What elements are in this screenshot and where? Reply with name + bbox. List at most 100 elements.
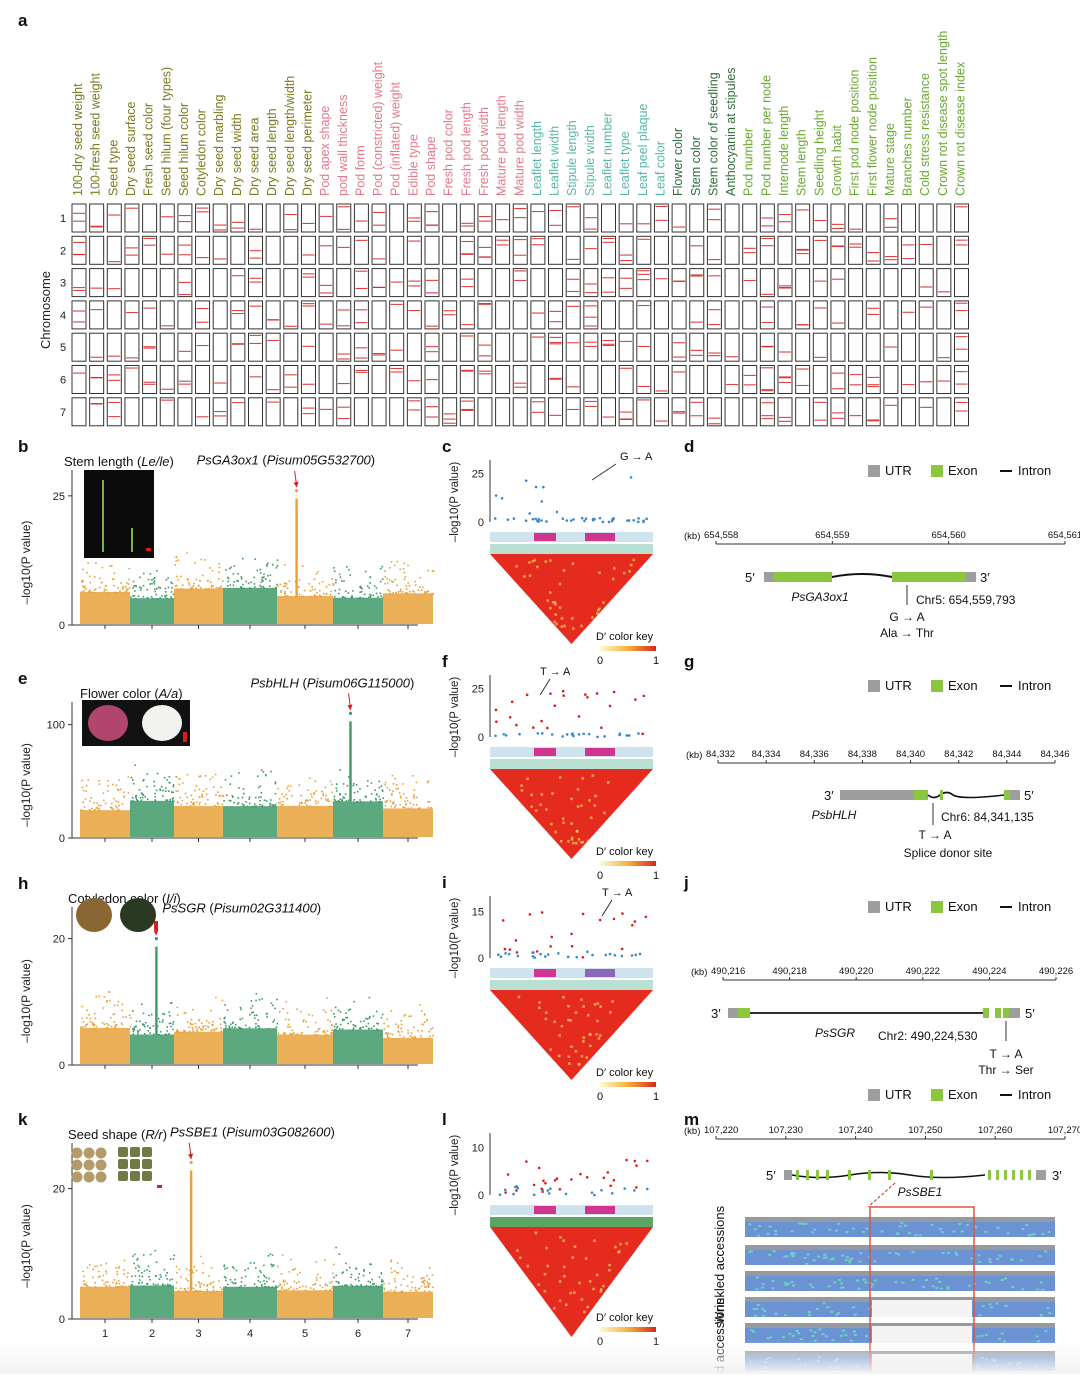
left-end: 3′	[824, 788, 834, 803]
snp-point	[86, 1266, 89, 1269]
read-mismatch	[757, 1234, 761, 1237]
snp-point	[343, 797, 346, 799]
ld-cell	[560, 625, 564, 628]
snp-point	[364, 1285, 367, 1288]
paren-close: )	[410, 675, 414, 690]
snp-point	[347, 776, 350, 778]
snp-point	[401, 591, 404, 593]
snp-point	[427, 801, 429, 803]
ruler-label: 84,346	[1040, 749, 1069, 760]
snp-point	[332, 584, 335, 586]
chromosome-box	[248, 300, 263, 330]
snp-point	[609, 1184, 613, 1188]
snp-point	[412, 1037, 415, 1040]
chromosome-box	[742, 332, 758, 362]
ld-cell	[567, 840, 570, 843]
scale-bar	[146, 548, 151, 551]
snp-point	[201, 1029, 204, 1031]
snp-point	[300, 801, 303, 804]
snp-point	[115, 784, 118, 787]
legend-intron: Intron	[1018, 899, 1051, 914]
color-key-max: 1	[653, 870, 659, 882]
ruler-label: 490,216	[711, 966, 745, 977]
snp-point	[128, 587, 131, 589]
snp-point	[166, 779, 168, 781]
snp-point	[338, 1027, 341, 1030]
chromosome-box	[671, 268, 687, 298]
chromosome-box	[601, 268, 616, 298]
snp-point	[267, 1027, 270, 1030]
snp-point	[360, 1027, 362, 1029]
snp-point	[428, 1285, 430, 1288]
snp-point	[184, 1011, 187, 1014]
snp-point	[403, 1036, 405, 1038]
color-key-max: 1	[653, 655, 659, 667]
read-mismatch	[784, 1283, 788, 1286]
chromosome-box	[177, 365, 193, 394]
ld-cell	[567, 1018, 570, 1022]
chromosome-box	[954, 235, 969, 265]
x-tick-label: 4	[247, 1328, 253, 1340]
snp-point	[139, 796, 142, 799]
snp-point	[360, 1284, 362, 1286]
snp-point	[88, 589, 91, 592]
trait-label: Pod (constricted) weight	[371, 61, 385, 196]
snp-point	[579, 1172, 582, 1176]
snp-point	[176, 1006, 179, 1009]
snp-point	[114, 591, 116, 594]
ld-cell	[589, 1044, 592, 1048]
snp-point	[366, 585, 369, 587]
chromosome-box	[601, 397, 616, 427]
snp-point	[175, 1265, 178, 1268]
exon	[888, 1170, 891, 1180]
read-mismatch	[1047, 1231, 1051, 1234]
ld-cell	[558, 582, 562, 586]
snp-point	[133, 1026, 136, 1029]
snp-point	[397, 1026, 400, 1029]
ld-cell	[602, 601, 605, 604]
snp-point	[263, 799, 266, 801]
chromosome-box	[406, 235, 422, 265]
snp-point	[205, 588, 207, 590]
snp-point	[250, 581, 252, 584]
chromosome-box	[653, 203, 669, 233]
snp-point	[423, 1277, 425, 1279]
ld-cell	[554, 603, 557, 606]
chromosome-box	[601, 332, 616, 362]
snp-point	[87, 562, 89, 564]
read-mismatch	[784, 1314, 788, 1317]
snp-point	[89, 1017, 91, 1020]
chromosome-box	[901, 300, 917, 330]
snp-point	[194, 1289, 197, 1292]
snp-point	[296, 1008, 298, 1010]
snp-point	[139, 576, 141, 579]
snp-point	[115, 1023, 118, 1026]
snp-point	[283, 582, 286, 585]
snp-point	[377, 1029, 379, 1031]
snp-point	[430, 593, 433, 595]
snp-point	[395, 788, 398, 790]
ld-cell	[580, 998, 583, 1001]
snp-point	[221, 999, 224, 1002]
snp-point	[360, 590, 363, 593]
snp-point	[429, 1266, 431, 1269]
snp-point	[395, 783, 398, 786]
ld-cell	[588, 799, 591, 802]
chromosome-box	[883, 268, 899, 298]
exon	[996, 1170, 999, 1180]
chromosome-box	[812, 332, 828, 362]
ld-cell	[562, 569, 566, 572]
chromosome-box	[177, 397, 193, 427]
snp-point	[317, 570, 319, 573]
chromosome-box	[865, 397, 881, 427]
snp-point	[297, 586, 300, 589]
y-tick-label: 0	[59, 620, 65, 632]
snp-point	[310, 1287, 312, 1289]
y-tick-label: 10	[472, 1142, 484, 1154]
snp-point	[136, 798, 138, 801]
variant-label: T → A	[540, 666, 571, 678]
snp-point	[313, 793, 315, 796]
read-mismatch	[790, 1251, 794, 1254]
snp-point	[82, 1026, 84, 1028]
snp-point	[124, 591, 126, 593]
